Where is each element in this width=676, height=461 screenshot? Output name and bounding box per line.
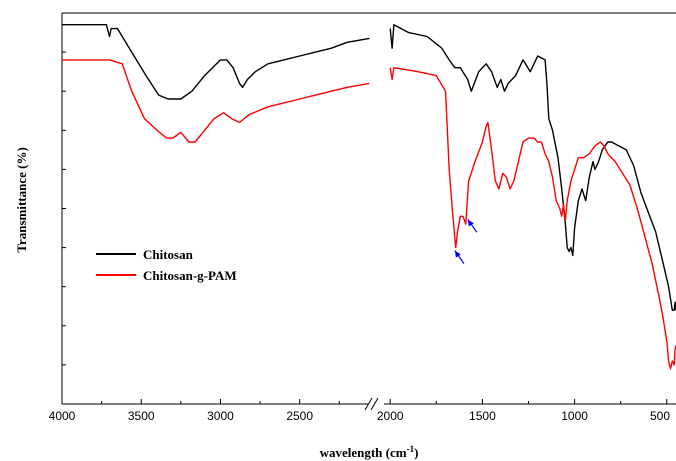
axis-break-slash — [364, 397, 373, 411]
series-line-chitosan-g-pam-seg1 — [62, 59, 370, 143]
x-tick-label: 1000 — [561, 409, 588, 423]
y-axis-label: Transmittance (%) — [14, 147, 29, 253]
x-tick-label: 500 — [650, 409, 670, 423]
plot-frame — [61, 12, 676, 405]
series-line-chitosan-seg1 — [62, 24, 370, 100]
x-axis-ticks: 4000 3500 3000 2500 2000 1500 1000 500 — [49, 399, 670, 423]
x-axis-label-main: wavelength (cm — [320, 445, 407, 460]
x-tick-label: 4000 — [49, 409, 76, 423]
x-tick-label: 2500 — [286, 409, 313, 423]
x-tick-label: 2000 — [377, 409, 404, 423]
annotation-layer — [454, 218, 478, 264]
axis-break-slash — [370, 397, 379, 411]
annotation-arrowhead — [454, 250, 461, 258]
legend: Chitosan Chitosan-g-PAM — [96, 247, 237, 283]
x-axis-label-superscript: -1 — [407, 444, 415, 454]
annotation-arrowhead — [467, 219, 474, 227]
legend-label-chitosan: Chitosan — [143, 247, 194, 262]
x-tick-label: 3500 — [128, 409, 155, 423]
series-layer — [62, 24, 676, 370]
legend-label-chitosan-g-pam: Chitosan-g-PAM — [143, 268, 237, 283]
x-axis-label: wavelength (cm-1) — [320, 444, 419, 460]
x-tick-label: 1500 — [469, 409, 496, 423]
series-line-chitosan-seg2 — [389, 24, 676, 311]
axis-break-marker — [364, 397, 379, 411]
x-tick-label: 3000 — [207, 409, 234, 423]
series-line-chitosan-g-pam-seg2 — [389, 67, 676, 370]
x-axis-label-close: ) — [414, 445, 418, 460]
